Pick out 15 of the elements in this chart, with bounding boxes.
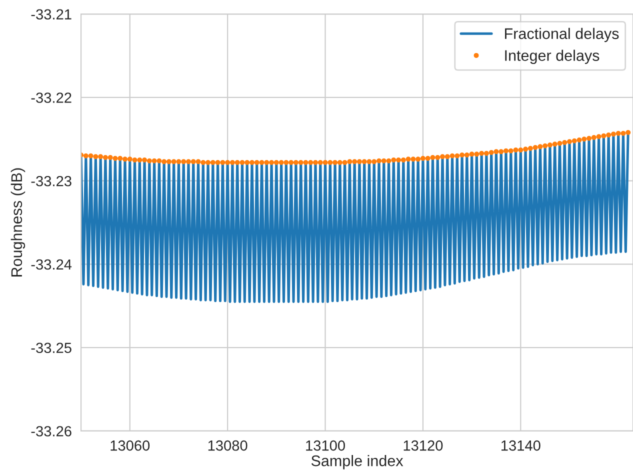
- y-tick-label: -33.22: [31, 92, 72, 103]
- x-tick-label: 13100: [306, 440, 345, 451]
- legend-label: Fractional delays: [505, 28, 619, 42]
- x-tick-label: 13080: [208, 440, 248, 451]
- y-axis-title: Roughness (dB): [10, 168, 26, 276]
- y-tick-label: -33.23: [31, 176, 72, 186]
- y-tick-label: -33.25: [31, 342, 72, 354]
- y-tick-label: -33.21: [31, 9, 72, 20]
- y-tick-label: -33.24: [31, 259, 72, 270]
- y-tick-label: -33.26: [31, 426, 72, 436]
- x-tick-label: 13060: [110, 440, 150, 451]
- x-axis-title: Sample index: [311, 455, 404, 470]
- x-tick-label: 13120: [404, 440, 443, 451]
- x-tick-label: 13140: [501, 440, 540, 451]
- legend-label: Integer delays: [505, 50, 600, 64]
